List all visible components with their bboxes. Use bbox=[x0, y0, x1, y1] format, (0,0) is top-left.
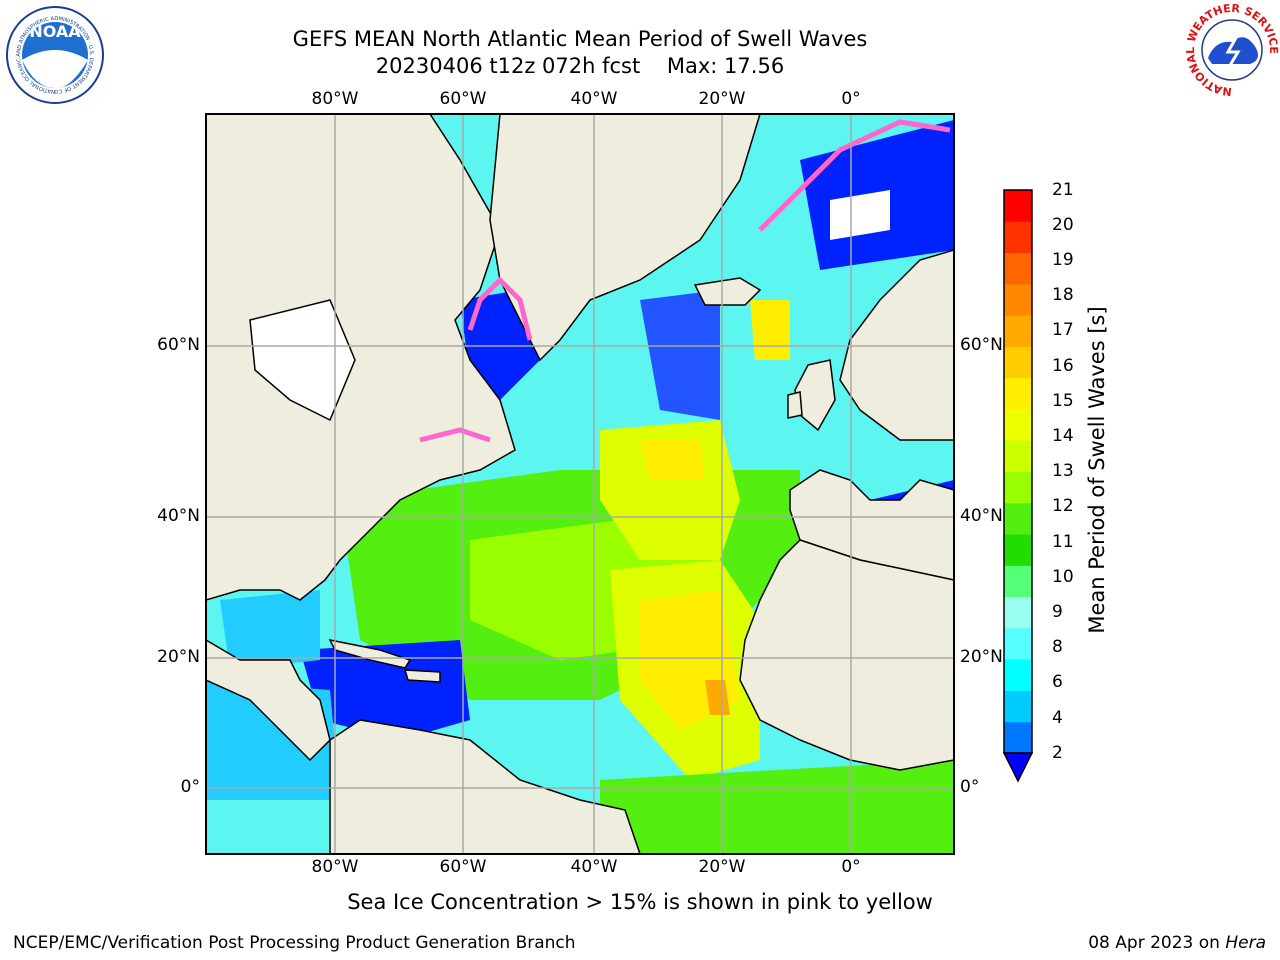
colorbar-tick: 17 bbox=[1052, 320, 1074, 340]
colorbar-tick: 13 bbox=[1052, 461, 1074, 481]
colorbar-segment bbox=[1004, 502, 1032, 535]
colorbar-tick: 20 bbox=[1052, 215, 1074, 235]
bottom-lon-label: 40°W bbox=[570, 857, 618, 877]
bottom-lon-label: 80°W bbox=[311, 857, 359, 877]
land-greenland bbox=[489, 114, 761, 362]
top-lon-label: 20°W bbox=[698, 89, 746, 109]
colorbar-tick: 2 bbox=[1052, 743, 1063, 763]
hudson-bay bbox=[249, 299, 356, 422]
map-plot-area bbox=[206, 114, 954, 854]
land-south-america bbox=[329, 719, 641, 854]
left-lat-label: 20°N bbox=[157, 647, 200, 667]
land-hispaniola bbox=[403, 669, 441, 683]
graticule bbox=[206, 114, 954, 854]
period-zone-gulf bbox=[220, 590, 320, 670]
colorbar-segment bbox=[1004, 565, 1032, 598]
colorbar-tick: 9 bbox=[1052, 602, 1063, 622]
colorbar-segment bbox=[1004, 221, 1032, 254]
colorbar-tick: 18 bbox=[1052, 285, 1074, 305]
right-lat-label: 20°N bbox=[960, 647, 1003, 667]
map-subtitle: 20230406 t12z 072h fcst Max: 17.56 bbox=[375, 54, 785, 78]
right-lat-label: 0° bbox=[960, 777, 980, 797]
no-data-patch-nordic bbox=[830, 190, 890, 240]
period-zone-17s bbox=[705, 680, 730, 715]
colorbar-tick: 8 bbox=[1052, 637, 1063, 657]
right-lat-label: 60°N bbox=[960, 335, 1003, 355]
top-lon-label: 60°W bbox=[439, 89, 487, 109]
noaa-logo-bird bbox=[22, 50, 88, 89]
colorbar-tick: 16 bbox=[1052, 356, 1074, 376]
top-lon-label: 40°W bbox=[570, 89, 618, 109]
colorbar-tick: 15 bbox=[1052, 391, 1074, 411]
period-zone-irminger bbox=[640, 290, 720, 420]
land-ireland bbox=[787, 391, 803, 419]
colorbar-segment bbox=[1004, 283, 1032, 316]
footer-credit: NCEP/EMC/Verification Post Processing Pr… bbox=[13, 933, 576, 953]
colorbar-tick: 4 bbox=[1052, 708, 1063, 728]
colorbar-title: Mean Period of Swell Waves [s] bbox=[1085, 306, 1109, 634]
sea-ice-note: Sea Ice Concentration > 15% is shown in … bbox=[347, 890, 933, 914]
colorbar-segment bbox=[1004, 659, 1032, 691]
colorbar-segment bbox=[1004, 346, 1032, 379]
left-lat-label: 0° bbox=[180, 777, 200, 797]
map-frame bbox=[205, 113, 955, 855]
colorbar-segment bbox=[1004, 377, 1032, 410]
period-zone-15s-north bbox=[640, 440, 705, 480]
colorbar-tick: 21 bbox=[1052, 180, 1074, 200]
bottom-lon-label: 0° bbox=[841, 857, 861, 877]
colorbar-tick: 14 bbox=[1052, 426, 1074, 446]
nws-logo-lightning bbox=[1224, 33, 1241, 73]
period-zone-caribbean bbox=[300, 640, 470, 740]
footer-host: Hera bbox=[1225, 933, 1266, 953]
period-zone-south-atlantic bbox=[600, 760, 954, 854]
colorbar-segment bbox=[1004, 690, 1032, 723]
colorbar-tick: 11 bbox=[1052, 532, 1074, 552]
colorbar-segment bbox=[1004, 315, 1032, 347]
period-zone-15s-iceland bbox=[750, 300, 790, 360]
bottom-lon-label: 60°W bbox=[439, 857, 487, 877]
colorbar-segment bbox=[1004, 627, 1032, 660]
bottom-lon-label: 20°W bbox=[698, 857, 746, 877]
colorbar-segment bbox=[1004, 440, 1032, 472]
land-britain bbox=[794, 359, 836, 432]
colorbar-tick: 12 bbox=[1052, 496, 1074, 516]
map-title: GEFS MEAN North Atlantic Mean Period of … bbox=[292, 27, 868, 51]
land-masses bbox=[206, 114, 954, 854]
sea-ice-gulf-st-lawrence bbox=[419, 427, 491, 443]
right-lat-label: 40°N bbox=[960, 506, 1003, 526]
colorbar-tick: 10 bbox=[1052, 567, 1074, 587]
left-lat-label: 40°N bbox=[157, 506, 200, 526]
top-lon-label: 80°W bbox=[311, 89, 359, 109]
land-africa bbox=[739, 539, 954, 771]
colorbar-segment bbox=[1004, 596, 1032, 629]
colorbar-segment bbox=[1004, 408, 1032, 441]
colorbar-extend-triangle bbox=[1002, 752, 1034, 783]
sea-ice-fram bbox=[758, 119, 951, 232]
colorbar-frame bbox=[1003, 189, 1033, 754]
colorbar-segment bbox=[1004, 252, 1032, 285]
colorbar-segment bbox=[1004, 471, 1032, 504]
period-zone-13s-north bbox=[600, 420, 740, 560]
left-lat-label: 60°N bbox=[157, 335, 200, 355]
land-iceland bbox=[693, 277, 762, 306]
footer-date-text: 08 Apr 2023 on bbox=[1088, 933, 1226, 953]
top-lon-label: 0° bbox=[841, 89, 861, 109]
colorbar-tick: 6 bbox=[1052, 672, 1063, 692]
nws-logo: NATIONAL WEATHER SERVICE bbox=[1182, 0, 1280, 100]
colorbar bbox=[1002, 190, 1034, 783]
noaa-logo: NOAA NATIONAL OCEANIC AND ATMOSPHERIC AD… bbox=[0, 0, 104, 104]
colorbar-segment bbox=[1004, 534, 1032, 566]
sea-ice-labrador bbox=[467, 276, 533, 341]
colorbar-tick: 19 bbox=[1052, 250, 1074, 270]
footer-date: 08 Apr 2023 on Hera bbox=[1088, 933, 1266, 953]
noaa-logo-text: NOAA bbox=[29, 22, 81, 41]
sea-ice-edges bbox=[419, 119, 951, 443]
colorbar-segment bbox=[1004, 721, 1032, 754]
colorbar-segment bbox=[1004, 190, 1032, 222]
